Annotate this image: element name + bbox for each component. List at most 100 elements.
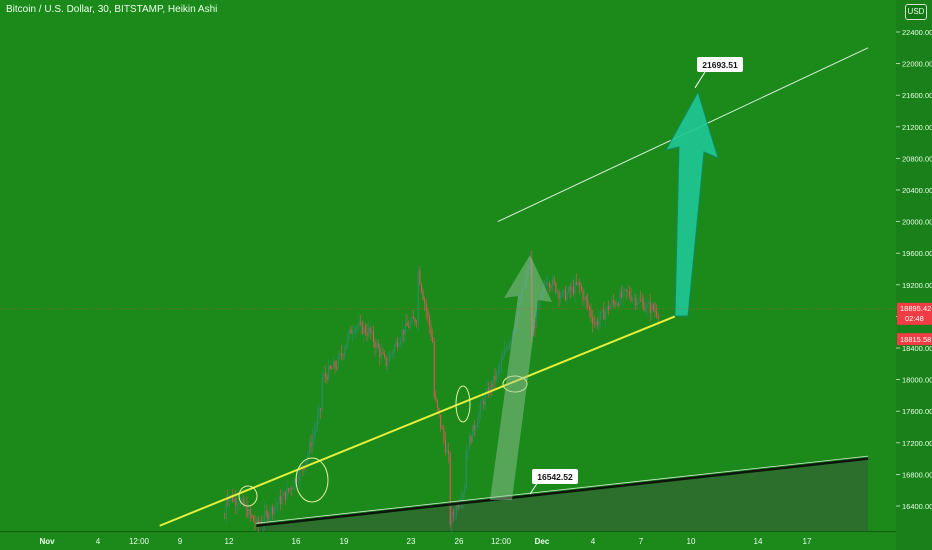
- candle-body: [433, 342, 435, 397]
- candle-body: [348, 329, 350, 335]
- candle-body: [372, 330, 374, 342]
- candle-body: [507, 348, 509, 349]
- candle-body: [529, 259, 531, 271]
- y-tick-label: 22000.00: [902, 60, 932, 69]
- candle-body: [595, 321, 597, 324]
- y-tick-label: 21600.00: [902, 91, 932, 100]
- candle-body: [440, 414, 442, 428]
- candle-body: [436, 400, 438, 408]
- y-tick-label: 19200.00: [902, 281, 932, 290]
- x-tick-label: 26: [455, 537, 464, 546]
- x-tick-label: 12: [225, 537, 234, 546]
- candles-group: [224, 250, 659, 533]
- candle-body: [505, 348, 507, 350]
- candle-body: [281, 495, 283, 504]
- candle-body: [412, 316, 414, 319]
- x-tick-label: 4: [96, 537, 101, 546]
- plot-area[interactable]: [0, 0, 896, 550]
- candle-body: [352, 330, 354, 334]
- x-axis-ticks: Nov 4 12:00 9 12 16 19 23 26 12:00 Dec 4 7 10 14 17: [39, 537, 812, 546]
- y-tick-label: 20000.00: [902, 218, 932, 227]
- candle-body: [534, 326, 536, 328]
- y-tick-label: 19600.00: [902, 249, 932, 258]
- x-tick-label: 9: [178, 537, 183, 546]
- candle-body: [526, 271, 528, 280]
- candle-body: [286, 488, 288, 500]
- candle-body: [473, 425, 475, 431]
- candle-body: [364, 326, 366, 334]
- candle-body: [377, 343, 379, 348]
- candle-body: [633, 297, 635, 299]
- candle-body: [259, 523, 261, 525]
- candle-body: [276, 503, 278, 506]
- candle-body: [540, 293, 542, 299]
- candle-body: [465, 451, 467, 490]
- candle-body: [491, 383, 493, 388]
- candle-body: [289, 488, 291, 491]
- candle-body: [441, 427, 443, 430]
- candle-body: [492, 375, 494, 388]
- candle-body: [278, 496, 280, 504]
- candle-body: [611, 300, 613, 306]
- candle-body: [648, 302, 650, 304]
- candle-body: [521, 288, 523, 300]
- candle-body: [387, 361, 389, 366]
- candle-body: [612, 300, 614, 303]
- candle-body: [280, 496, 282, 504]
- candle-body: [340, 353, 342, 355]
- candle-body: [420, 284, 422, 292]
- candle-body: [483, 401, 485, 405]
- candle-body: [577, 282, 579, 285]
- candle-body: [646, 303, 648, 309]
- x-tick-label: Dec: [535, 537, 550, 546]
- lower-channel-highlight: [256, 455, 869, 524]
- candle-body: [316, 416, 318, 427]
- candle-body: [558, 291, 560, 299]
- candle-body: [609, 305, 611, 311]
- candle-body: [452, 512, 454, 515]
- candle-body: [478, 411, 480, 423]
- candle-body: [476, 422, 478, 427]
- candle-body: [392, 352, 394, 354]
- candle-body: [572, 286, 574, 294]
- target-label-upper: 21693.51: [702, 60, 738, 70]
- candle-body: [403, 329, 405, 335]
- candle-body: [624, 289, 626, 291]
- candle-body: [539, 298, 541, 307]
- y-tick-label: 16400.00: [902, 502, 932, 511]
- x-tick-label: 7: [639, 537, 644, 546]
- candle-body: [590, 309, 592, 318]
- candle-body: [496, 371, 498, 381]
- candle-body: [264, 511, 266, 522]
- candle-body: [430, 326, 432, 337]
- candle-body: [305, 461, 307, 469]
- currency-button[interactable]: USD: [905, 4, 927, 20]
- candle-body: [596, 321, 598, 326]
- candle-body: [528, 270, 530, 272]
- candle-body: [606, 306, 608, 312]
- candle-body: [584, 296, 586, 300]
- candle-body: [329, 366, 331, 369]
- candle-body: [480, 402, 482, 412]
- candle-body: [638, 299, 640, 304]
- candle-body: [411, 316, 413, 323]
- candle-body: [614, 302, 616, 305]
- price-axis[interactable]: [896, 0, 932, 550]
- previous-close: 18815.58: [900, 335, 931, 344]
- candle-body: [600, 311, 602, 320]
- y-tick-label: 20800.00: [902, 154, 932, 163]
- touch-circle: [455, 385, 471, 423]
- candle-body: [516, 312, 518, 324]
- candle-body: [424, 299, 426, 304]
- candle-body: [400, 339, 402, 344]
- candle-body: [513, 328, 515, 332]
- candle-body: [499, 366, 501, 370]
- candle-body: [283, 491, 285, 496]
- candle-body: [635, 297, 637, 306]
- support-trendline: [159, 315, 676, 527]
- candle-body: [275, 505, 277, 508]
- candle-body: [270, 507, 272, 516]
- candle-body: [294, 478, 296, 488]
- candle-body: [628, 290, 630, 297]
